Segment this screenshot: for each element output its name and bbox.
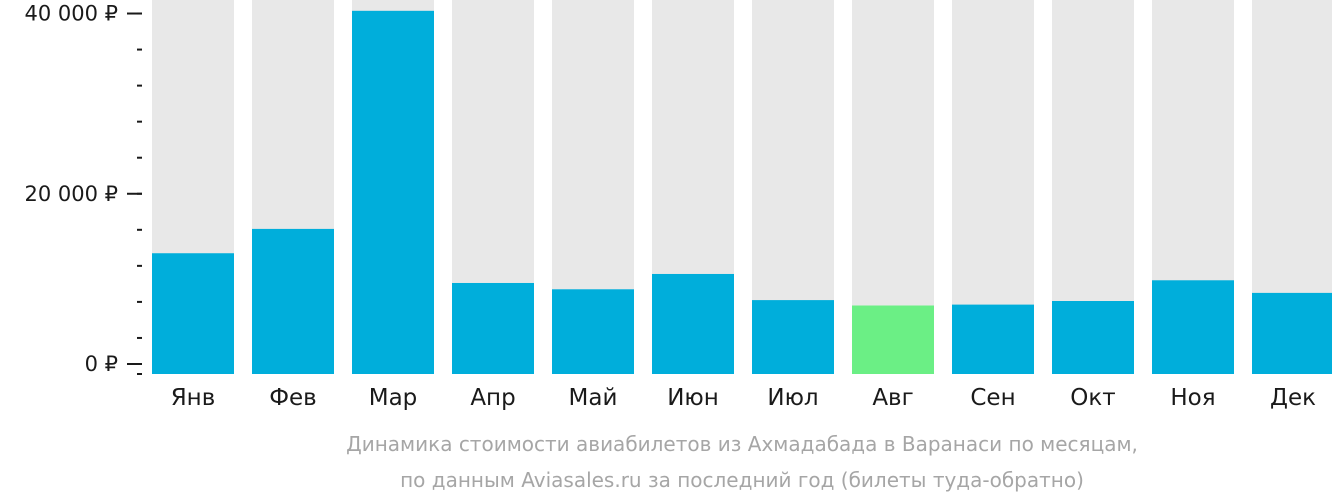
x-tick-label: Ноя [1170,385,1215,411]
x-tick-label: Авг [872,385,913,411]
bar-6 [652,273,734,374]
bar-4 [452,282,534,374]
x-tick-label: Фев [269,385,317,411]
bar-11 [1152,280,1234,374]
y-tick-label: 0 ₽ [85,352,118,376]
bar-5 [552,289,634,374]
y-tick-label: 20 000 ₽ [24,182,118,206]
bar-2 [252,228,334,374]
bar-12 [1252,292,1332,374]
x-tick-label: Июн [667,385,719,411]
bar-8 [852,305,934,374]
x-tick-label: Окт [1070,385,1115,411]
bar-10 [1052,301,1134,374]
bar-9 [952,304,1034,374]
chart-subtitle: по данным Aviasales.ru за последний год … [400,468,1084,492]
y-tick-label: 40 000 ₽ [24,2,118,26]
x-tick-label: Мар [369,385,418,411]
x-tick-label: Сен [970,385,1015,411]
x-tick-label: Апр [470,385,515,411]
x-tick-label: Июл [767,385,818,411]
x-tick-label: Дек [1270,385,1316,411]
price-bar-chart: 0 ₽ 20 000 ₽ 40 000 ₽ Янв Фев Мар Апр Май Июн Июл… [24,0,1332,411]
bar-7 [752,300,834,374]
bar-3 [352,10,434,375]
chart-title: Динамика стоимости авиабилетов из Ахмада… [346,432,1138,456]
x-tick-label: Май [569,385,618,411]
x-tick-label: Янв [171,385,216,411]
bar-1 [152,253,234,374]
